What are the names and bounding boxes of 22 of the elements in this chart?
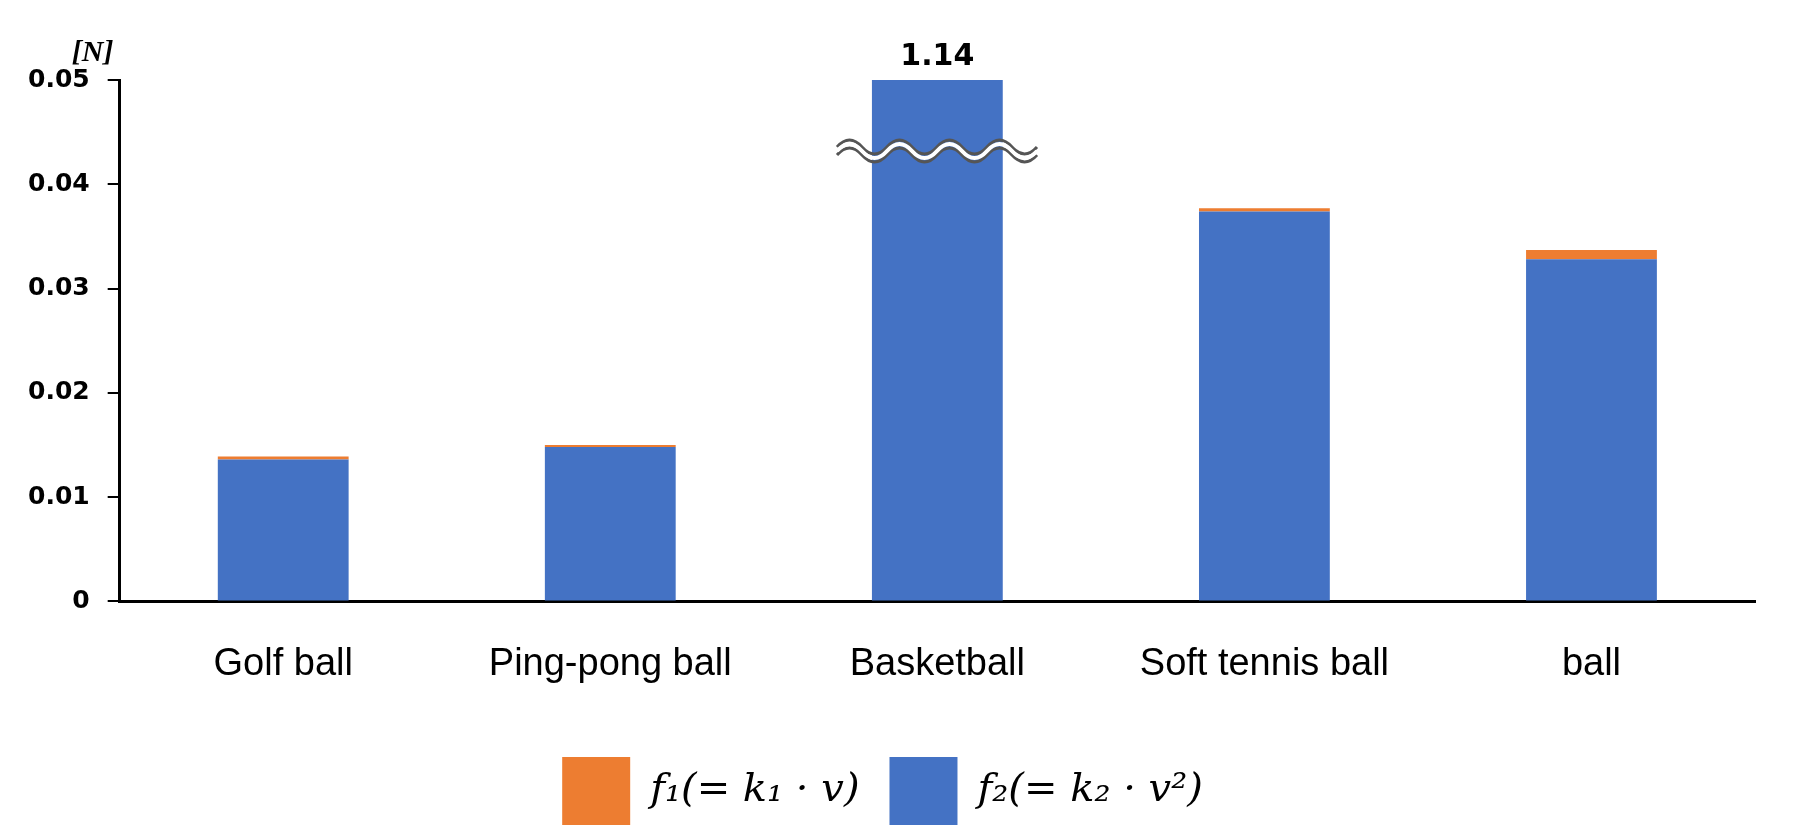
y-tick-label: 0.03 [27, 272, 90, 302]
y-tick-label: 0.04 [27, 167, 90, 197]
x-tick-label: Basketball [849, 640, 1026, 683]
bar [1198, 208, 1330, 212]
y-tick-label: 0.02 [27, 376, 90, 406]
bar [544, 444, 676, 448]
bar [217, 459, 349, 601]
y-tick-label: 0.01 [27, 480, 90, 510]
x-tick-label: Soft tennis ball [1139, 640, 1390, 683]
x-tick-label: Ping-pong ball [488, 640, 732, 683]
bar [217, 456, 349, 460]
annotation: 1.14 [900, 36, 975, 72]
x-tick-label: ball [1561, 640, 1622, 683]
bar [1198, 211, 1330, 601]
legend-label: f₁(= k₁ · v) [647, 764, 860, 811]
y-axis-title: [N] [71, 33, 114, 67]
legend-label: f₂(= k₂ · v²) [974, 764, 1203, 811]
bar [1526, 249, 1657, 260]
bar [1526, 259, 1657, 601]
bar [544, 447, 676, 601]
y-tick-label: 0 [72, 584, 90, 614]
x-tick-label: Golf ball [213, 640, 353, 683]
